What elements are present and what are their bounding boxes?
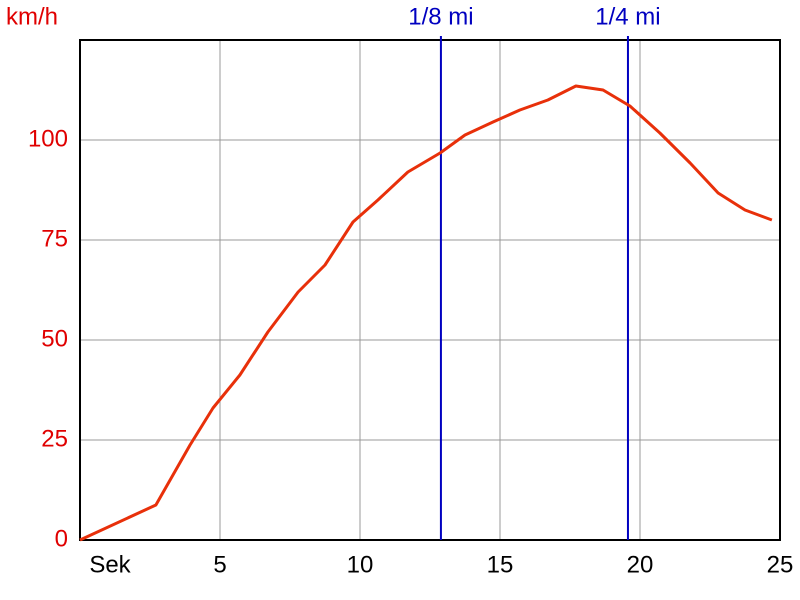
x-tick-label: 15 [487,551,514,578]
x-axis-label: Sek [89,551,131,578]
y-tick-label: 25 [41,425,68,452]
y-tick-label: 0 [55,525,68,552]
distance-marker-label: 1/4 mi [595,3,660,30]
x-tick-label: 10 [347,551,374,578]
x-tick-label: 5 [213,551,226,578]
x-tick-label: 25 [767,551,794,578]
plot-frame [79,39,781,541]
y-axis-label: km/h [6,3,58,30]
distance-marker-label: 1/8 mi [408,3,473,30]
speed-line [79,84,773,542]
x-tick-label: 20 [627,551,654,578]
y-tick-label: 50 [41,325,68,352]
y-tick-label: 75 [41,225,68,252]
y-tick-label: 100 [28,125,68,152]
